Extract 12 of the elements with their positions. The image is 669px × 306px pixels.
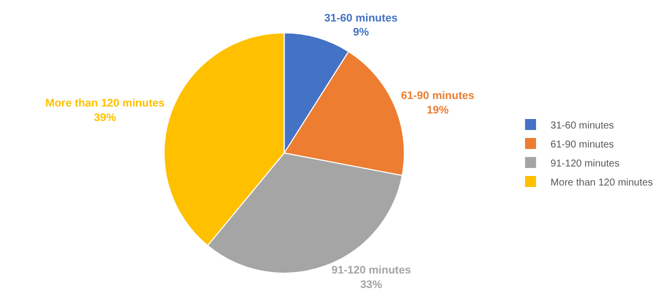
legend-label: 91-120 minutes: [550, 158, 620, 170]
data-label: 33%: [360, 278, 382, 291]
legend-label: 31-60 minutes: [550, 120, 614, 132]
data-label: 19%: [426, 104, 449, 116]
slice-label: 91-120 minutes: [331, 264, 411, 277]
slice-label: 31-60 minutes: [324, 12, 398, 24]
slice-label: 61-90 minutes: [401, 90, 474, 102]
data-label: 39%: [94, 112, 116, 124]
legend-label: More than 120 minutes: [550, 177, 653, 188]
legend-label: 61-90 minutes: [550, 139, 614, 150]
slice-label: More than 120 minutes: [45, 98, 165, 110]
data-label: 9%: [353, 26, 370, 39]
